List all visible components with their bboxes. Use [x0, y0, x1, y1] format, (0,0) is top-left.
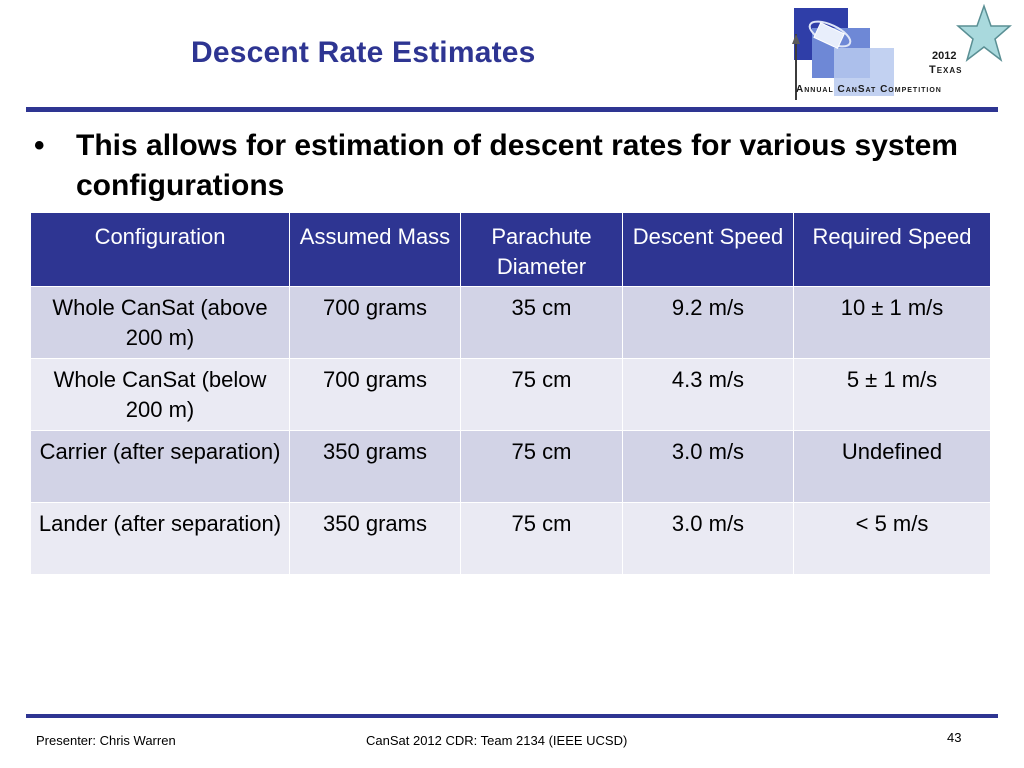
logo-year: 2012	[932, 50, 957, 62]
satellite-icon	[792, 20, 852, 100]
cansat-logo: 2012 Texas Annual CanSat Competition	[786, 4, 1012, 104]
table-cell: 700 grams	[289, 286, 461, 359]
table-cell: 9.2 m/s	[622, 286, 794, 359]
table-cell: Whole CanSat (below 200 m)	[30, 358, 290, 431]
column-header: Parachute Diameter	[460, 212, 623, 287]
header-divider	[26, 107, 998, 112]
table-cell: 350 grams	[289, 430, 461, 503]
table-row: Whole CanSat (above 200 m) 700 grams 35 …	[30, 286, 991, 359]
slide-title: Descent Rate Estimates	[191, 36, 536, 69]
table-cell: Carrier (after separation)	[30, 430, 290, 503]
table-cell: Lander (after separation)	[30, 502, 290, 575]
bullet-text: This allows for estimation of descent ra…	[76, 129, 958, 202]
table-cell: Whole CanSat (above 200 m)	[30, 286, 290, 359]
table-cell: 3.0 m/s	[622, 502, 794, 575]
table-cell: 10 ± 1 m/s	[793, 286, 991, 359]
column-header: Required Speed	[793, 212, 991, 287]
page-number: 43	[947, 730, 962, 745]
table-cell: 35 cm	[460, 286, 623, 359]
footer-team: CanSat 2012 CDR: Team 2134 (IEEE UCSD)	[366, 733, 628, 748]
table-header-row: Configuration Assumed Mass Parachute Dia…	[30, 212, 991, 287]
footer-presenter: Presenter: Chris Warren	[36, 733, 176, 748]
star-icon	[956, 4, 1012, 62]
table-cell: < 5 m/s	[793, 502, 991, 575]
bullet-point: • This allows for estimation of descent …	[34, 126, 974, 206]
column-header: Descent Speed	[622, 212, 794, 287]
table-cell: 700 grams	[289, 358, 461, 431]
footer-divider	[26, 714, 998, 718]
logo-state: Texas	[929, 64, 963, 76]
table-cell: 3.0 m/s	[622, 430, 794, 503]
column-header: Assumed Mass	[289, 212, 461, 287]
column-header: Configuration	[30, 212, 290, 287]
table-cell: 75 cm	[460, 502, 623, 575]
table-cell: 75 cm	[460, 430, 623, 503]
table-cell: 4.3 m/s	[622, 358, 794, 431]
table-row: Carrier (after separation) 350 grams 75 …	[30, 430, 991, 503]
table-cell: 5 ± 1 m/s	[793, 358, 991, 431]
table-row: Lander (after separation) 350 grams 75 c…	[30, 502, 991, 575]
descent-rate-table: Configuration Assumed Mass Parachute Dia…	[30, 212, 991, 575]
table-cell: 75 cm	[460, 358, 623, 431]
logo-competition: Annual CanSat Competition	[796, 84, 942, 95]
table-cell: Undefined	[793, 430, 991, 503]
logo-square-light	[834, 48, 894, 96]
table-row: Whole CanSat (below 200 m) 700 grams 75 …	[30, 358, 991, 431]
table-cell: 350 grams	[289, 502, 461, 575]
bullet-symbol: •	[34, 129, 45, 162]
